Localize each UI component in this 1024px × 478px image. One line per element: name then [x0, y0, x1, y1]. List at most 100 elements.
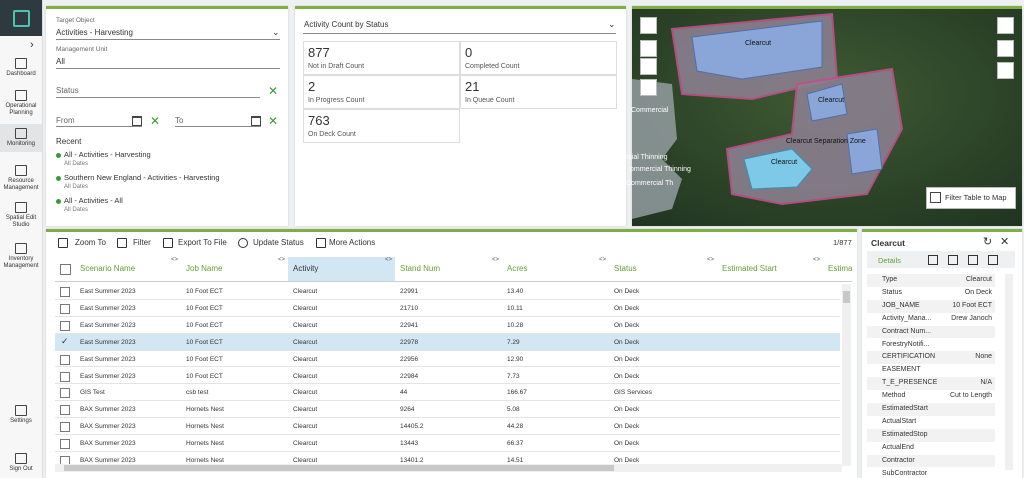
checkbox[interactable] [60, 388, 70, 399]
table-row[interactable] [55, 368, 840, 385]
status-dot [56, 199, 61, 204]
check-mark: ✓ [61, 335, 69, 346]
detail-tool[interactable] [948, 255, 958, 265]
checkbox[interactable] [60, 422, 70, 433]
select-value[interactable]: Activities - Harvesting [56, 28, 133, 37]
column-header[interactable]: Job Name [186, 264, 223, 273]
field-row [867, 274, 995, 287]
tab-bar [867, 251, 1015, 268]
nav-label[interactable]: Spatial Edit Studio [5, 215, 37, 228]
field-key: Method [882, 392, 906, 400]
nav-icon[interactable] [15, 165, 27, 176]
map-control[interactable] [640, 79, 657, 96]
checkbox[interactable] [60, 320, 70, 331]
tab[interactable]: Details [878, 256, 901, 265]
table-row[interactable] [55, 317, 840, 334]
map-tool[interactable] [997, 62, 1014, 79]
table-row[interactable] [55, 283, 840, 300]
collapse[interactable]: › [30, 39, 34, 51]
button-label[interactable]: Filter Table to Map [945, 193, 1007, 202]
table-row[interactable] [55, 333, 840, 351]
refresh[interactable]: ↻ [983, 236, 993, 248]
checkbox[interactable] [60, 371, 70, 382]
nav-label[interactable]: Monitoring [6, 141, 35, 147]
nav-icon[interactable] [15, 90, 27, 101]
field-value: Cut to Length [949, 392, 992, 400]
column-header[interactable]: Scenario Name [80, 264, 136, 273]
detail-tool[interactable] [968, 255, 978, 265]
toolbar-icon[interactable] [163, 238, 173, 248]
map-control[interactable] [640, 40, 657, 57]
column-header[interactable]: Stand Num [400, 264, 441, 273]
placeholder[interactable]: Status [56, 86, 79, 95]
placeholder[interactable]: To [175, 116, 184, 125]
toolbar-icon[interactable] [316, 238, 326, 248]
select-value[interactable]: All [56, 57, 65, 66]
placeholder[interactable]: From [56, 116, 75, 125]
checkbox[interactable] [60, 303, 70, 314]
table-row[interactable] [55, 384, 840, 402]
table-row[interactable] [55, 401, 840, 419]
checkbox[interactable] [60, 354, 70, 365]
recent-title[interactable]: All - Activities - All [64, 196, 123, 205]
checkbox[interactable] [60, 405, 70, 416]
nav-label[interactable]: Operational Planning [5, 103, 37, 116]
cell: 13.40 [507, 288, 524, 295]
table-row[interactable] [55, 435, 840, 452]
column-header[interactable]: Estima [828, 264, 853, 273]
checkbox[interactable] [60, 287, 70, 297]
toolbar-action[interactable]: Export To File [178, 238, 227, 247]
table-row[interactable] [55, 300, 840, 317]
cell: On Deck [614, 321, 640, 329]
table-row[interactable] [55, 351, 840, 368]
map-tool[interactable] [997, 40, 1014, 57]
nav-icon[interactable] [15, 128, 27, 139]
nav-label[interactable]: Inventory Management [3, 256, 39, 269]
cell: 22978 [400, 338, 419, 346]
cell: 10 Foot ECT [186, 338, 223, 346]
toolbar-action[interactable]: Filter [133, 238, 151, 247]
nav-icon[interactable] [15, 243, 27, 254]
toolbar-icon[interactable] [117, 238, 127, 248]
table-row[interactable] [55, 418, 840, 436]
nav-label[interactable]: Settings [10, 418, 32, 424]
toolbar-action[interactable]: Zoom To [75, 238, 106, 247]
recent-title[interactable]: Southern New England - Activities - Harv… [64, 173, 220, 182]
cell: On Deck [614, 355, 640, 363]
toolbar-action[interactable]: Update Status [253, 238, 304, 247]
toolbar-action[interactable]: More Actions [329, 238, 376, 247]
field-row [867, 428, 995, 442]
select-value[interactable]: Activity Count by Status [304, 20, 389, 29]
cell: 7.73 [507, 372, 520, 380]
map-filter-button[interactable] [926, 187, 1016, 209]
column-header[interactable]: Estimated Start [722, 264, 777, 273]
col-resize: <> [492, 257, 500, 263]
nav-icon[interactable] [15, 453, 27, 464]
detail-tool[interactable] [928, 255, 938, 265]
close[interactable]: ✕ [1000, 236, 1010, 248]
clear: ✕ [268, 114, 279, 128]
details-title: Clearcut [871, 238, 906, 248]
nav-label[interactable]: Resource Management [3, 178, 39, 191]
column-header[interactable]: Activity [293, 264, 319, 273]
toolbar-icon[interactable] [58, 238, 68, 248]
map-tool[interactable] [997, 17, 1014, 34]
nav-label[interactable]: Sign Out [9, 466, 33, 472]
nav-icon[interactable] [15, 202, 27, 213]
cell: On Deck [614, 440, 640, 448]
cell: 10 Foot ECT [186, 288, 223, 295]
field-key: ActualStart [882, 417, 917, 425]
map-control[interactable] [640, 17, 657, 34]
detail-tool[interactable] [988, 255, 998, 265]
recent-title[interactable]: All - Activities - Harvesting [64, 150, 151, 159]
checkbox[interactable] [60, 439, 70, 450]
toolbar-icon[interactable] [238, 238, 248, 248]
nav-icon[interactable] [15, 58, 27, 69]
field-value: 10 Foot ECT [952, 301, 992, 309]
nav-icon[interactable] [15, 405, 27, 416]
column-header[interactable]: Status [614, 264, 637, 273]
underline [56, 68, 280, 69]
map-control[interactable] [640, 58, 657, 75]
nav-label[interactable]: Dashboard [6, 71, 36, 77]
column-header[interactable]: Acres [507, 264, 528, 273]
